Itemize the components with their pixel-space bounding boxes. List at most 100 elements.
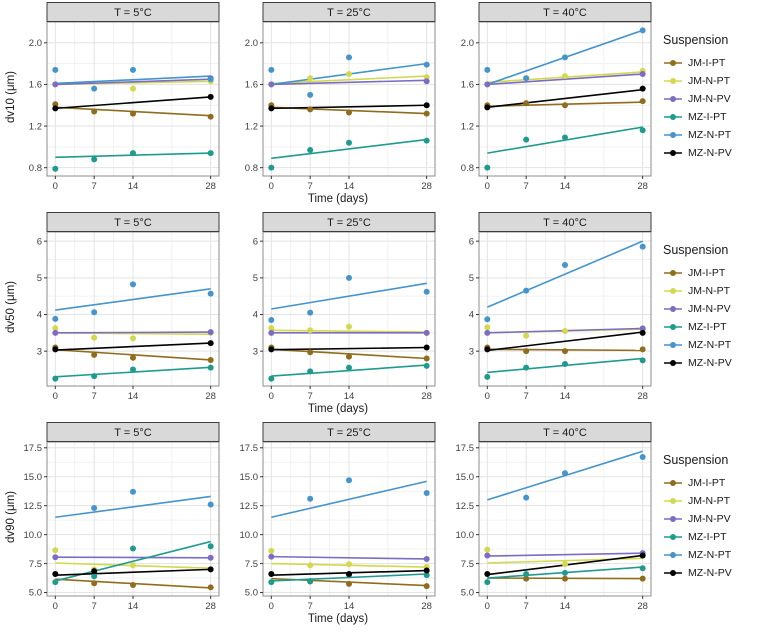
data-point-MZ-N-PV [484,104,491,111]
y-tick-label: 4 [469,310,474,321]
facet-strip [46,422,220,442]
data-point-MZ-I-PT [268,579,275,586]
legend-label: MZ-N-PT [688,338,732,351]
legend-swatch-icon [664,269,682,276]
data-point-MZ-I-PT [207,543,214,550]
y-tick-label: 3 [37,346,42,357]
data-point-MZ-N-PT [346,54,352,61]
data-point-MZ-I-PT [91,373,98,380]
data-point-MZ-N-PT [307,91,314,98]
facet-title: T = 25°C [327,427,371,439]
data-point-MZ-N-PV [268,105,275,112]
legend-swatch-icon [664,95,682,102]
y-tick-label: 10.0 [240,530,259,541]
data-point-MZ-N-PV [484,346,491,353]
legend-swatch-icon [664,287,682,294]
data-point-MZ-I-PT [307,368,314,375]
facet-title: T = 25°C [327,217,371,229]
data-point-JM-N-PT [307,562,314,569]
x-tick-label: 0 [269,391,274,402]
data-point-JM-I-PT [207,113,214,120]
data-point-MZ-I-PT [484,373,491,380]
facet-title: T = 5°C [114,427,152,439]
legend-label: MZ-N-PV [688,566,732,579]
data-point-JM-N-PV [423,329,430,336]
legend-item: JM-N-PV [663,513,767,525]
data-point-MZ-N-PT [523,494,530,501]
y-tick-label: 0.8 [461,163,474,174]
y-tick-label: 6 [253,236,258,247]
y-tick-label: 15.0 [24,472,43,483]
facet-panel: T = 40°C 5.0 7.5 10.0 12.5 15.0 17.5 0 7 14 28 [456,422,652,612]
data-point-MZ-N-PT [52,66,59,73]
data-point-MZ-N-PT [423,61,430,68]
y-tick-label: 0.8 [245,163,258,174]
legend-swatch-icon [664,59,682,66]
data-point-MZ-I-PT [562,569,568,576]
data-point-MZ-I-PT [346,139,352,146]
y-tick-label: 1.2 [245,121,258,132]
data-point-JM-N-PV [639,325,646,332]
x-tick-label: 14 [128,391,139,402]
x-tick-label: 28 [637,181,648,192]
x-tick-label: 28 [637,601,648,612]
y-tick-label: 12.5 [24,501,43,512]
data-point-JM-I-PT [346,353,352,360]
trend-line-JM-N-PV [271,79,427,86]
y-tick-label: 17.5 [456,443,475,454]
data-point-MZ-I-PT [207,150,214,157]
data-point-MZ-N-PT [207,501,214,508]
y-tick-label: 2.0 [461,38,474,49]
data-point-MZ-I-PT [639,565,646,572]
legend-swatch-icon [664,113,682,120]
x-tick-label: 0 [53,181,58,192]
legend-swatch-icon [664,77,682,84]
x-tick-label: 28 [637,391,648,402]
data-point-MZ-I-PT [423,572,430,579]
legend-label: JM-I-PT [688,266,726,279]
legend-item: MZ-I-PT [663,531,767,543]
data-point-MZ-N-PT [639,243,646,250]
data-point-JM-N-PT [52,325,59,332]
legend-label: JM-N-PV [688,302,731,315]
y-tick-label: 1.6 [29,80,42,91]
legend-item: JM-N-PT [663,285,767,297]
data-point-MZ-N-PT [346,477,352,484]
trend-line-JM-N-PV [487,552,643,557]
trend-line-MZ-N-PV [55,568,211,576]
legend-item: JM-I-PT [663,57,767,69]
y-tick-label: 10.0 [24,530,43,541]
facet-panel: T = 25°C 5.0 7.5 10.0 12.5 15.0 17.5 0 7 14 28 [240,422,436,612]
trend-line-MZ-N-PV [271,104,427,110]
x-tick-label: 28 [421,391,432,402]
data-point-JM-N-PT [52,547,59,554]
x-axis-title: Time (days) [307,193,369,205]
legend: Suspension JM-I-PT JM-N-PT JM-N-PV MZ-I-PT MZ… [663,212,767,402]
data-point-MZ-N-PT [562,54,568,61]
data-point-MZ-I-PT [423,362,430,369]
legend-item: JM-I-PT [663,477,767,489]
data-point-MZ-I-PT [268,375,275,382]
data-point-JM-N-PV [207,554,214,561]
data-point-JM-I-PT [523,348,530,355]
x-tick-label: 14 [128,181,139,192]
x-tick-label: 14 [344,391,355,402]
data-point-JM-I-PT [307,349,314,356]
data-point-JM-N-PT [91,334,98,341]
facet-panel: T = 25°C 0.8 1.2 1.6 2.0 0 7 14 28 [245,2,436,192]
data-point-JM-N-PV [207,329,214,336]
data-point-MZ-N-PV [423,344,430,351]
data-point-JM-I-PT [639,575,646,582]
trend-line-MZ-N-PT [271,282,427,310]
x-tick-label: 14 [560,391,571,402]
y-tick-label: 1.2 [461,121,474,132]
data-point-MZ-I-PT [639,127,646,134]
x-tick-label: 7 [524,601,529,612]
data-point-MZ-N-PT [91,505,98,511]
y-tick-label: 7.5 [461,559,474,570]
y-tick-label: 5.0 [29,588,42,599]
legend-item: JM-N-PT [663,495,767,507]
x-tick-label: 0 [269,601,274,612]
figure-row: dv10 (μm) T = 5°C 0.8 1.2 1.6 2.0 0 7 14 28 T = 25… [2,2,780,212]
data-point-JM-N-PT [423,74,430,81]
